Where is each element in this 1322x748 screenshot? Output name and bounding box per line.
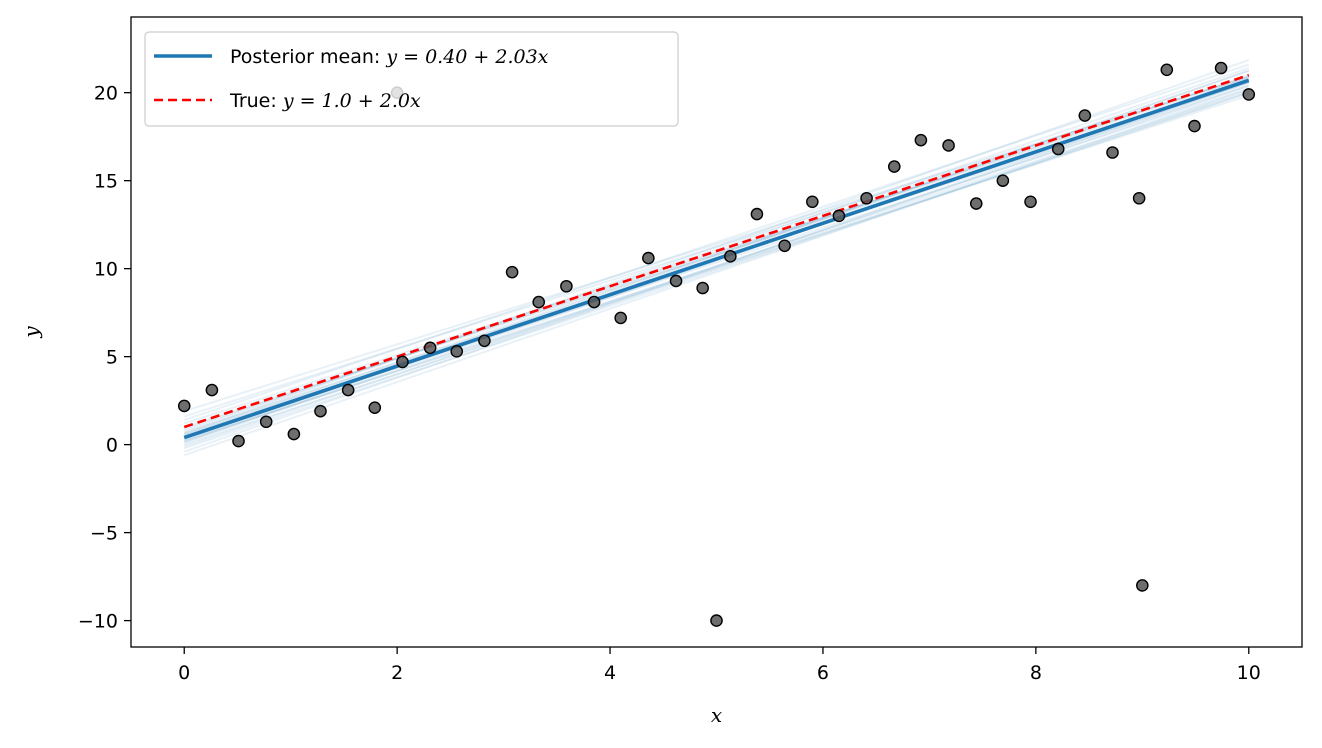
data-point <box>860 191 873 205</box>
legend-math-true: y = 1.0 + 2.0x <box>282 90 421 112</box>
posterior-sample-line <box>183 81 1250 453</box>
data-point <box>560 279 573 293</box>
data-point <box>232 434 245 448</box>
y-tick-label: 20 <box>94 83 118 105</box>
data-point <box>724 250 737 263</box>
x-tick-label: 2 <box>391 662 403 684</box>
posterior-sample-line <box>183 59 1250 435</box>
data-point <box>1051 142 1065 156</box>
y-tick-label: 5 <box>106 347 118 369</box>
data-point <box>887 160 901 173</box>
posterior-sample-line <box>183 75 1250 430</box>
legend-math-posterior-mean: y = 0.40 + 2.03x <box>385 46 548 68</box>
x-axis-ticks: 0 2 4 6 8 10 <box>178 647 1261 684</box>
y-tick-label: −10 <box>78 611 118 633</box>
posterior-sample-line <box>183 88 1250 457</box>
posterior-sample-line <box>183 74 1250 436</box>
data-point <box>1078 109 1092 122</box>
posterior-sample-line <box>183 75 1250 418</box>
data-point <box>942 139 955 152</box>
posterior-sample-line <box>183 84 1250 448</box>
posterior-sample-line <box>183 69 1250 443</box>
data-point <box>778 239 791 253</box>
data-point <box>1242 88 1256 101</box>
data-point <box>750 207 764 221</box>
x-tick-label: 4 <box>604 662 616 684</box>
data-point <box>642 251 655 265</box>
y-axis-label: y <box>19 326 43 339</box>
legend: Posterior mean: y = 0.40 + 2.03x True: y… <box>144 31 679 127</box>
posterior-sample-line <box>183 75 1250 413</box>
data-point <box>368 401 382 414</box>
series-lines <box>183 73 1250 440</box>
data-point <box>177 399 191 413</box>
legend-label-posterior-mean: Posterior mean: y = 0.40 + 2.03x <box>230 46 549 68</box>
posterior-sample-line <box>183 94 1250 442</box>
posterior-mean-line <box>183 78 1250 440</box>
data-point <box>669 274 683 288</box>
x-axis-label: x <box>711 703 722 727</box>
legend-label-true: True: y = 1.0 + 2.0x <box>229 90 421 112</box>
legend-prefix-true: True: <box>229 90 283 112</box>
legend-box <box>144 31 679 127</box>
data-point <box>396 355 409 369</box>
data-point <box>287 427 301 441</box>
posterior-sample-line <box>183 91 1250 446</box>
data-point <box>914 133 928 147</box>
data-point <box>341 383 355 397</box>
data-point <box>1132 191 1146 205</box>
y-tick-label: −5 <box>90 523 118 545</box>
data-point <box>314 404 327 418</box>
data-point <box>1136 579 1149 592</box>
y-tick-label: 10 <box>94 259 118 281</box>
data-point <box>587 295 601 309</box>
data-point <box>1024 195 1037 209</box>
posterior-sample-line <box>183 89 1250 443</box>
data-point <box>505 265 519 279</box>
x-tick-label: 0 <box>178 662 190 684</box>
y-tick-label: 15 <box>94 171 118 193</box>
data-point <box>806 195 819 209</box>
data-points <box>177 61 1256 627</box>
true-line <box>183 73 1250 429</box>
y-axis-ticks: −10 −5 0 5 10 15 20 <box>78 83 131 633</box>
legend-prefix-posterior-mean: Posterior mean: <box>230 46 386 68</box>
data-point <box>969 197 983 210</box>
x-tick-label: 8 <box>1030 662 1042 684</box>
posterior-sample-line <box>183 63 1250 421</box>
data-point <box>696 281 709 295</box>
data-point <box>996 174 1010 187</box>
data-point <box>614 311 627 325</box>
data-point <box>1214 61 1228 75</box>
y-tick-label: 0 <box>106 435 118 457</box>
plot-frame <box>130 16 1303 648</box>
posterior-sample-line <box>183 91 1250 450</box>
data-point <box>710 614 723 627</box>
data-point <box>832 209 846 223</box>
data-point <box>259 415 273 429</box>
data-point <box>450 345 464 358</box>
data-point <box>423 341 437 355</box>
data-point <box>1160 63 1174 77</box>
x-tick-label: 10 <box>1237 662 1261 684</box>
data-point <box>1188 119 1201 133</box>
data-point <box>478 334 491 348</box>
data-point <box>532 295 546 309</box>
data-point <box>1106 146 1119 159</box>
x-tick-label: 6 <box>817 662 829 684</box>
data-point <box>205 383 219 397</box>
posterior-sample-line <box>183 67 1250 432</box>
